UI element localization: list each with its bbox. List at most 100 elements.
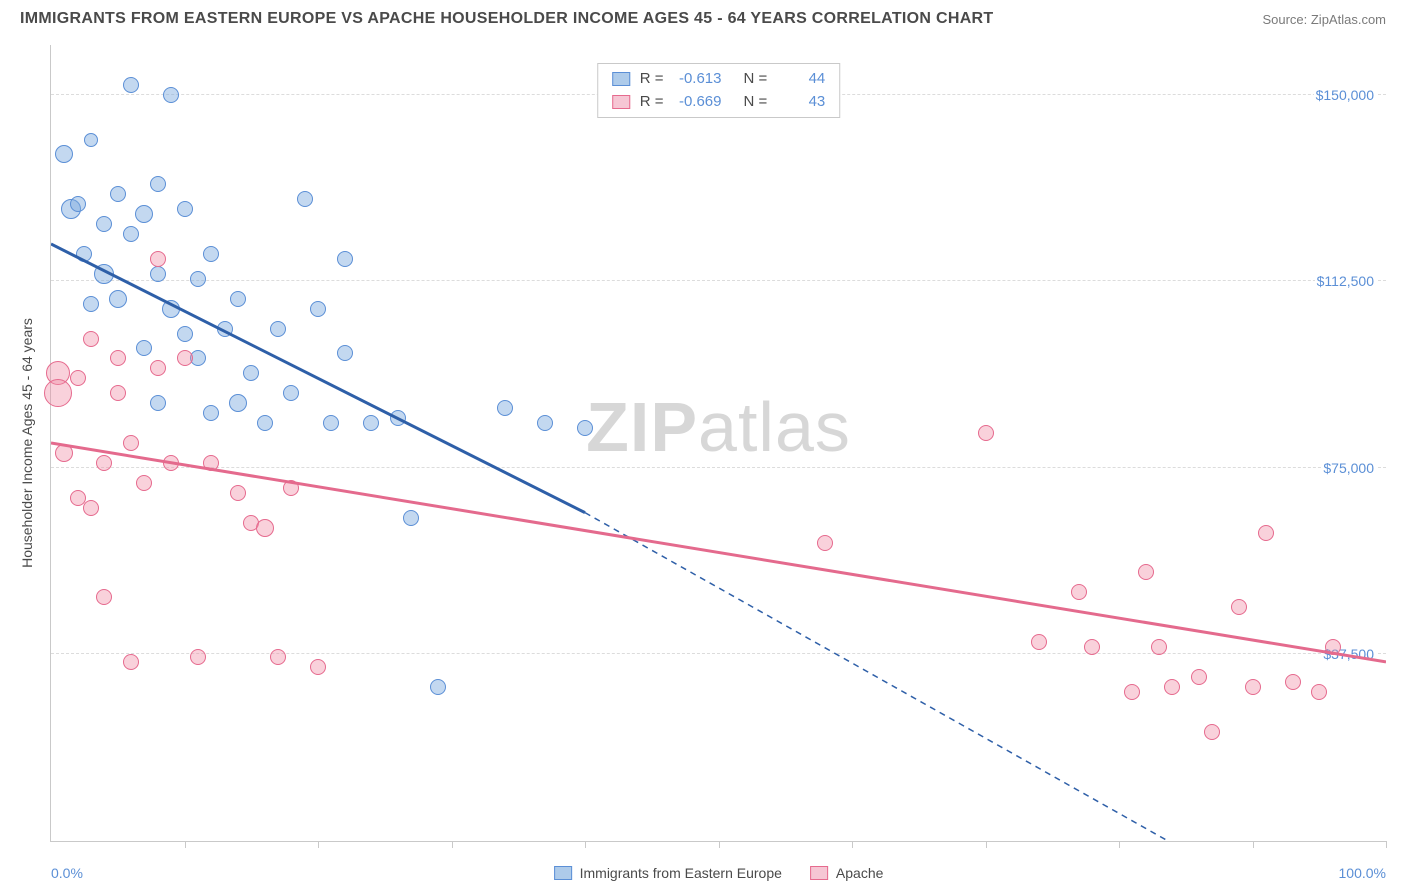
legend-item: Apache xyxy=(810,865,883,881)
data-point xyxy=(283,480,299,496)
data-point xyxy=(83,296,99,312)
data-point xyxy=(283,385,299,401)
data-point xyxy=(310,301,326,317)
data-point xyxy=(297,191,313,207)
data-point xyxy=(44,379,72,407)
gridline-h xyxy=(51,653,1386,654)
data-point xyxy=(323,415,339,431)
x-tick xyxy=(185,841,186,848)
x-tick-label: 100.0% xyxy=(1339,865,1386,881)
data-point xyxy=(337,345,353,361)
data-point xyxy=(94,264,114,284)
data-point xyxy=(96,589,112,605)
x-tick xyxy=(585,841,586,848)
y-axis-title: Householder Income Ages 45 - 64 years xyxy=(19,318,35,568)
data-point xyxy=(110,350,126,366)
source-label: Source: ZipAtlas.com xyxy=(1262,12,1386,27)
data-point xyxy=(96,216,112,232)
y-tick-label: $112,500 xyxy=(1315,273,1376,289)
plot-area: $150,000$112,500$75,000$37,5000.0%100.0% xyxy=(51,45,1386,841)
data-point xyxy=(430,679,446,695)
data-point xyxy=(190,271,206,287)
data-point xyxy=(203,455,219,471)
data-point xyxy=(1138,564,1154,580)
gridline-h xyxy=(51,467,1386,468)
data-point xyxy=(403,510,419,526)
data-point xyxy=(337,251,353,267)
data-point xyxy=(1124,684,1140,700)
data-point xyxy=(162,300,180,318)
data-point xyxy=(1164,679,1180,695)
data-point xyxy=(229,394,247,412)
data-point xyxy=(150,266,166,282)
data-point xyxy=(110,385,126,401)
series-legend: Immigrants from Eastern Europe Apache xyxy=(554,865,884,881)
data-point xyxy=(1084,639,1100,655)
correlation-row: R =-0.613N =44 xyxy=(612,68,826,91)
data-point xyxy=(203,246,219,262)
x-tick xyxy=(452,841,453,848)
data-point xyxy=(163,455,179,471)
data-point xyxy=(83,500,99,516)
y-tick-label: $75,000 xyxy=(1321,460,1376,476)
data-point xyxy=(83,331,99,347)
x-tick xyxy=(1386,841,1387,848)
x-tick xyxy=(986,841,987,848)
x-tick-label: 0.0% xyxy=(51,865,83,881)
data-point xyxy=(150,395,166,411)
legend-label: Immigrants from Eastern Europe xyxy=(580,865,782,881)
data-point xyxy=(123,226,139,242)
data-point xyxy=(136,340,152,356)
legend-label: Apache xyxy=(836,865,883,881)
data-point xyxy=(150,360,166,376)
data-point xyxy=(177,326,193,342)
data-point xyxy=(76,246,92,262)
data-point xyxy=(1258,525,1274,541)
n-value: 43 xyxy=(777,91,825,114)
data-point xyxy=(1325,639,1341,655)
data-point xyxy=(1031,634,1047,650)
r-value: -0.613 xyxy=(674,68,722,91)
data-point xyxy=(243,365,259,381)
data-point xyxy=(230,485,246,501)
data-point xyxy=(1311,684,1327,700)
data-point xyxy=(310,659,326,675)
data-point xyxy=(150,251,166,267)
data-point xyxy=(817,535,833,551)
data-point xyxy=(203,405,219,421)
x-tick xyxy=(1119,841,1120,848)
data-point xyxy=(577,420,593,436)
data-point xyxy=(390,410,406,426)
data-point xyxy=(55,444,73,462)
x-tick xyxy=(1253,841,1254,848)
data-point xyxy=(96,455,112,471)
data-point xyxy=(123,77,139,93)
data-point xyxy=(150,176,166,192)
data-point xyxy=(190,649,206,665)
data-point xyxy=(1204,724,1220,740)
y-tick-label: $150,000 xyxy=(1314,87,1376,103)
legend-item: Immigrants from Eastern Europe xyxy=(554,865,782,881)
data-point xyxy=(1151,639,1167,655)
data-point xyxy=(123,654,139,670)
data-point xyxy=(270,649,286,665)
chart-title: IMMIGRANTS FROM EASTERN EUROPE VS APACHE… xyxy=(20,10,993,28)
legend-swatch xyxy=(554,866,572,880)
r-label: R = xyxy=(640,68,664,91)
n-label: N = xyxy=(744,91,768,114)
data-point xyxy=(1245,679,1261,695)
data-point xyxy=(123,435,139,451)
legend-swatch xyxy=(612,95,630,109)
data-point xyxy=(136,475,152,491)
data-point xyxy=(257,415,273,431)
data-point xyxy=(1285,674,1301,690)
data-point xyxy=(270,321,286,337)
data-point xyxy=(177,350,193,366)
data-point xyxy=(55,145,73,163)
data-point xyxy=(110,186,126,202)
r-value: -0.669 xyxy=(674,91,722,114)
x-tick xyxy=(318,841,319,848)
data-point xyxy=(1071,584,1087,600)
data-point xyxy=(537,415,553,431)
legend-swatch xyxy=(612,72,630,86)
